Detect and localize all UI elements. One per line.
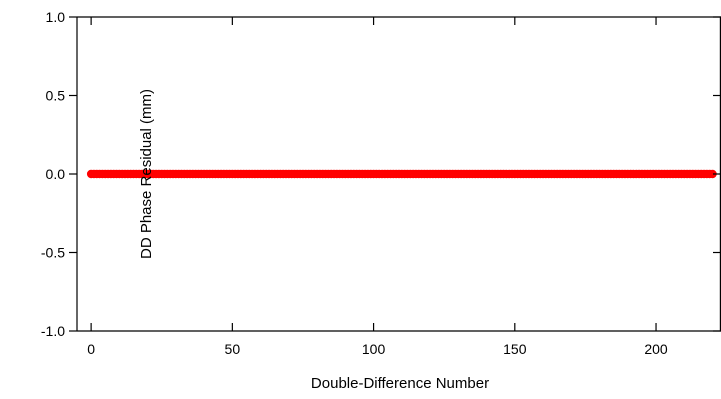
data-point [708, 169, 717, 179]
y-axis-label: DD Phase Residual (mm) [138, 89, 155, 259]
y-tick-label: -0.5 [41, 245, 65, 261]
x-tick-label: 200 [644, 341, 668, 357]
y-tick-label: 1.0 [46, 9, 66, 25]
x-tick-label: 150 [503, 341, 527, 357]
x-tick-label: 50 [225, 341, 241, 357]
y-tick-label: 0.5 [46, 88, 66, 104]
y-tick-label: 0.0 [46, 166, 66, 182]
x-axis-ticks: 0 50 100 150 200 [87, 17, 668, 357]
x-tick-label: 100 [362, 341, 386, 357]
y-tick-label: -1.0 [41, 323, 65, 339]
x-tick-label: 0 [87, 341, 95, 357]
y-axis-ticks: -1.0 -0.5 0.0 0.5 1.0 [41, 9, 721, 339]
x-axis-label: Double-Difference Number [311, 375, 489, 392]
data-points [86, 169, 717, 179]
